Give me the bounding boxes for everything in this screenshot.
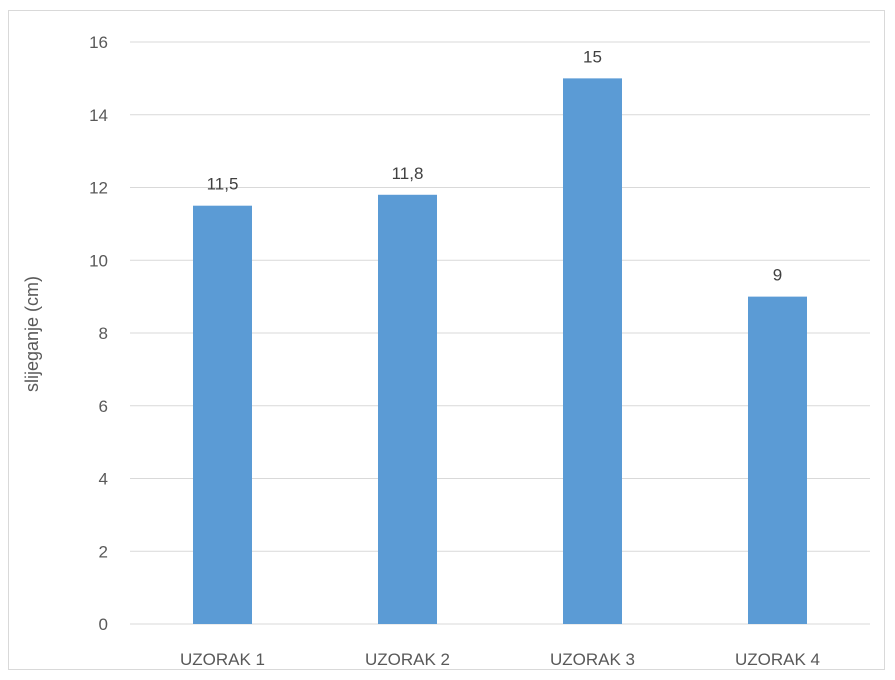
y-tick-label: 10 xyxy=(89,251,108,270)
bar xyxy=(378,194,437,624)
y-axis-ticks: 0 2 4 6 8 10 12 14 16 xyxy=(89,33,108,634)
bars xyxy=(193,78,807,624)
x-tick-label: UZORAK 4 xyxy=(735,650,820,669)
y-tick-label: 8 xyxy=(99,324,108,343)
y-tick-label: 6 xyxy=(99,397,108,416)
data-label: 9 xyxy=(773,266,782,285)
data-label: 11,8 xyxy=(392,164,424,183)
x-tick-label: UZORAK 3 xyxy=(550,650,635,669)
data-label: 15 xyxy=(583,47,602,66)
y-axis-label: slijeganje (cm) xyxy=(22,276,42,392)
x-axis-ticks: UZORAK 1 UZORAK 2 UZORAK 3 UZORAK 4 xyxy=(180,650,820,669)
y-tick-label: 0 xyxy=(99,615,108,634)
bar xyxy=(193,205,252,624)
data-labels: 11,5 11,8 15 9 xyxy=(207,47,783,284)
x-tick-label: UZORAK 1 xyxy=(180,650,265,669)
y-tick-label: 2 xyxy=(99,542,108,561)
y-tick-label: 16 xyxy=(89,33,108,52)
bar xyxy=(748,296,807,624)
bar xyxy=(563,78,622,624)
data-label: 11,5 xyxy=(207,175,239,194)
y-tick-label: 14 xyxy=(89,106,108,125)
y-tick-label: 12 xyxy=(89,179,108,198)
chart-frame xyxy=(8,10,885,670)
gridlines xyxy=(130,41,870,625)
y-tick-label: 4 xyxy=(99,470,108,489)
x-tick-label: UZORAK 2 xyxy=(365,650,450,669)
